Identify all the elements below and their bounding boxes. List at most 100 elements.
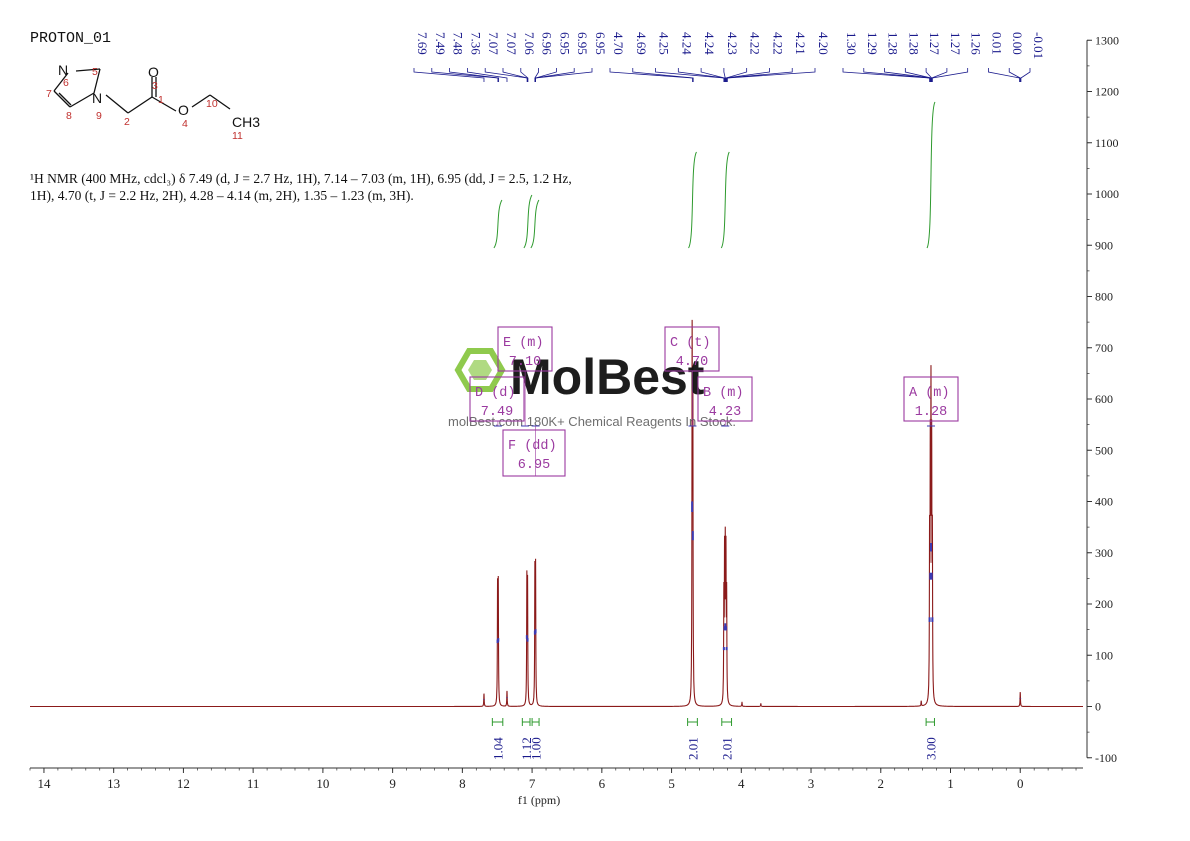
peak-label-leader [632,68,694,82]
peak-label-leader [904,68,932,82]
multiplet-letter: B (m) [703,386,744,401]
x-tick-label: 5 [668,776,675,791]
watermark: MolBest molBest.com 180K+ Chemical Reage… [448,348,736,429]
y-tick-label: -100 [1095,751,1117,765]
y-tick-label: 700 [1095,341,1113,355]
peak-label-leader [988,68,1020,82]
peak-label-leader [726,68,793,82]
atom-n6: N [58,62,68,78]
integral-value: 1.04 [491,737,506,760]
multiplet-box-b: B (m) 4.23 [697,376,753,427]
peak-label: 1.27 [927,32,942,55]
peak-label: 6.95 [575,32,590,55]
multiplet-box-frame [664,326,720,372]
multiplet-shift: 4.70 [676,355,708,370]
x-tick-label: 4 [738,776,745,791]
multiplet-letter: E (m) [503,336,544,351]
x-tick-label: 14 [37,776,51,791]
peak-label: 6.95 [593,32,608,55]
spectrum-line [30,319,1083,708]
y-tick-label: 0 [1095,700,1101,714]
peak-label-leader [725,68,748,82]
peak-label-leader [535,68,575,82]
x-tick-label: 11 [247,776,260,791]
y-tick-label: 1100 [1095,136,1119,150]
atom-number-1: 1 [158,94,164,106]
peak-label-leader [535,68,593,82]
y-tick-label: 100 [1095,648,1113,662]
multiplet-box-e: E (m) 7.10 [497,326,553,427]
x-tick-label: 6 [599,776,606,791]
peak-label-leader [726,68,816,82]
peak-label-leader [520,68,529,82]
integral-curve [720,151,730,249]
y-tick-label: 600 [1095,392,1113,406]
peak-labels: 7.69 7.49 7.48 7.36 7.07 7.07 7.06 6.96 6.95 6.95… [413,32,1046,82]
y-tick-label: 1300 [1095,33,1119,47]
y-tick-label: 800 [1095,290,1113,304]
peak-label: 6.95 [557,32,572,55]
peak-label: 7.07 [486,32,501,55]
atom-number-4: 4 [182,118,188,130]
peak-label: 7.07 [504,32,519,55]
multiplet-shift: 7.10 [509,355,541,370]
atom-number-7: 7 [46,88,52,100]
integral-curves [493,101,936,249]
y-tick-label: 200 [1095,597,1113,611]
multiplet-letter: A (m) [909,386,950,401]
x-tick-label: 2 [878,776,885,791]
atom-number-11: 11 [232,130,243,142]
integral-labels: 1.04 1.121.00 2.01 2.01 3.00 [491,718,938,760]
peak-label: 1.28 [886,32,901,55]
peak-label-leader [863,68,931,82]
peak-label: 4.69 [634,32,649,55]
peak-label-leader [725,68,770,82]
peak-label: 4.21 [793,32,808,55]
peak-label-leader [502,68,528,82]
x-tick-label: 10 [316,776,329,791]
peak-label: 4.23 [725,32,740,55]
chemical-structure: N N O O CH3 6 5 7 9 8 2 1 3 4 10 11 [46,62,260,142]
multiplet-shift: 6.95 [518,458,550,473]
atom-number-8: 8 [66,110,72,122]
integral-value: 2.01 [720,737,735,760]
atom-number-3: 3 [152,80,158,92]
peak-label: 4.22 [748,32,763,55]
peak-label: 4.24 [679,32,694,55]
peak-label-leader [609,68,693,82]
multiplet-letter: D (d) [475,386,516,401]
peak-label: 4.70 [611,32,626,55]
integral-curve [523,194,533,249]
peak-label-leader [534,68,539,82]
multiplet-box-d: D (d) 7.49 [469,376,525,427]
atom-ch3: CH3 [232,114,260,130]
y-tick-label: 500 [1095,443,1113,457]
atom-number-2: 2 [124,116,130,128]
peak-label: 1.30 [844,32,859,55]
peak-label: -0.01 [1031,32,1046,59]
peak-label: 4.24 [702,32,717,55]
peak-label-leader [655,68,725,82]
peak-label: 1.26 [969,32,984,55]
atom-o4: O [178,102,189,118]
integral-curve [926,101,936,249]
peak-label-leader [700,68,725,82]
peak-label: 7.48 [451,32,466,55]
x-tick-label: 12 [177,776,190,791]
peak-label-leader [1020,68,1031,82]
spectrum-trace [30,319,1083,708]
peak-label-leader [467,68,508,82]
integral-value: 3.00 [923,737,938,760]
peak-label-leader [431,68,499,82]
peak-label-leader [1008,68,1021,82]
atom-number-10: 10 [206,98,218,110]
multiplet-letter: C (t) [670,336,711,351]
multiplet-box-f: F (dd) 6.95 [502,425,566,477]
atom-n9: N [92,90,102,106]
y-tick-label: 1200 [1095,85,1119,99]
peak-label: 4.22 [770,32,785,55]
peak-label: 7.06 [522,32,537,55]
atom-number-5: 5 [92,66,98,78]
peak-label: 7.36 [468,32,483,55]
